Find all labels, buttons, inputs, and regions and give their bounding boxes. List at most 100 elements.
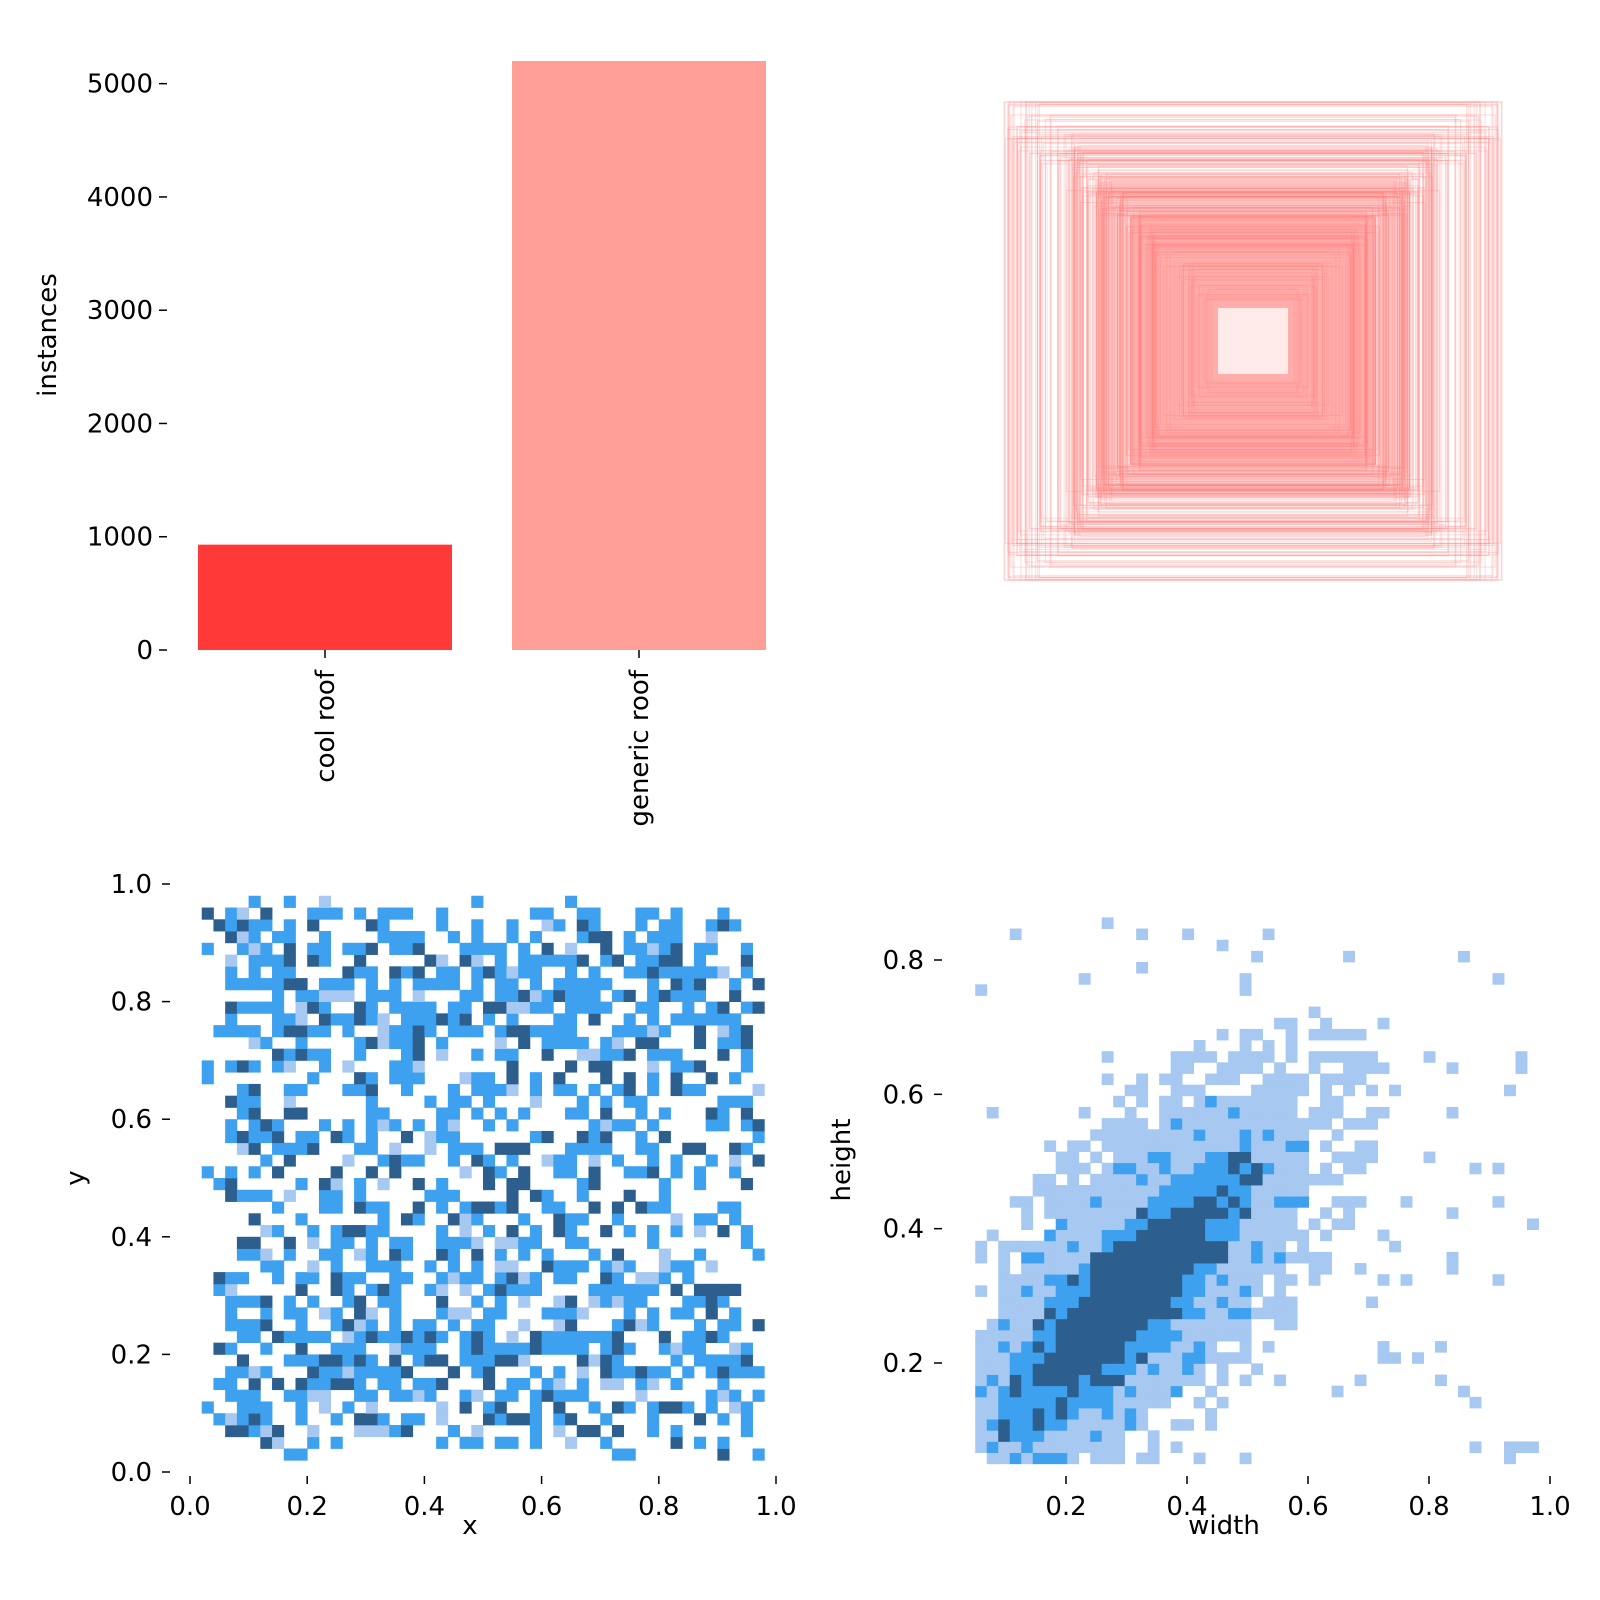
wh-histogram-cell	[1078, 1419, 1091, 1431]
wh-histogram-cell	[1067, 1352, 1080, 1364]
wh-histogram-cell	[1055, 1385, 1068, 1398]
box-outline	[1031, 101, 1475, 581]
wh-histogram-cell	[1170, 1073, 1183, 1086]
xy-histogram-cell	[471, 919, 484, 932]
xy-histogram-cell	[729, 978, 742, 991]
wh-histogram-cell	[1262, 1140, 1275, 1152]
wh-histogram-cell	[1320, 1073, 1332, 1086]
box-outline	[1119, 194, 1387, 488]
xy-histogram-cell	[611, 1036, 625, 1050]
wh-histogram-cell	[1170, 1218, 1183, 1231]
wh-histogram-cell	[1389, 1240, 1401, 1253]
wh-histogram-cell	[1136, 1151, 1149, 1164]
xy-histogram-cell	[225, 1389, 238, 1402]
wh-histogram-cell	[1032, 1296, 1045, 1309]
xy-histogram-cell	[693, 1013, 707, 1026]
xy-histogram-cell	[471, 931, 484, 944]
box-outline	[1115, 197, 1391, 485]
xy-histogram-cell	[248, 1319, 261, 1332]
xy-histogram-cell	[541, 1025, 554, 1038]
wh-histogram-cell	[1446, 1263, 1459, 1275]
wh-histogram-cell	[1193, 1218, 1206, 1231]
wh-histogram-cell	[1078, 1318, 1091, 1331]
wh-histogram-cell	[1182, 1274, 1195, 1286]
wh-histogram-cell	[1366, 1106, 1378, 1119]
xy-histogram-cell	[318, 1025, 332, 1038]
xy-histogram-cell	[705, 919, 718, 932]
wh-histogram-cell	[1262, 1207, 1275, 1219]
xy-histogram-cell	[705, 1119, 718, 1132]
xy-histogram-cell	[623, 1260, 636, 1273]
xy-histogram-cell	[318, 1013, 332, 1026]
wh-histogram-cell	[1469, 1441, 1482, 1454]
box-outline	[1113, 206, 1393, 476]
wh-histogram-cell	[1124, 1385, 1137, 1398]
xy-histogram-cell	[447, 1272, 460, 1285]
wh-histogram-cell	[1055, 1218, 1068, 1231]
wh-histogram-cell	[1021, 1318, 1034, 1331]
xy-histogram-cell	[647, 1036, 660, 1050]
box-outline	[1107, 195, 1399, 487]
xy-histogram-cell	[436, 1107, 449, 1120]
xy-histogram-cell	[693, 954, 707, 967]
box-outline	[1040, 135, 1466, 547]
xy-histogram-cell	[483, 1354, 496, 1367]
wh-histogram-cell	[1136, 1263, 1149, 1275]
box-outline	[1077, 158, 1429, 524]
xy-histogram-cell	[471, 1248, 484, 1261]
wh-histogram-cell	[1159, 1352, 1172, 1364]
box-outline	[1102, 193, 1404, 489]
xy-histogram-cell	[342, 966, 355, 979]
xy-histogram-cell	[611, 1354, 625, 1367]
xy-histogram-cell	[647, 1236, 660, 1249]
box-outline	[1097, 176, 1409, 506]
wh-histogram-cell	[1377, 1352, 1390, 1364]
wh-histogram-cell	[1193, 1452, 1206, 1465]
xy-histogram-cell	[494, 1354, 507, 1367]
xy-histogram-cell	[670, 1213, 683, 1226]
xy-histogram-cell	[553, 989, 566, 1002]
xy-histogram-cell	[600, 954, 613, 967]
xy-histogram-cell	[705, 1001, 718, 1014]
wh-histogram-cell	[998, 1341, 1011, 1353]
wh-histogram-cell	[998, 1329, 1011, 1342]
xy-histogram-cell	[705, 1107, 718, 1120]
xy-histogram-cell	[693, 1330, 707, 1344]
wh-histogram-cell	[975, 1374, 988, 1387]
xy-histogram-cell	[717, 1354, 730, 1367]
wh-histogram-cell	[1090, 1385, 1103, 1398]
xy-histogram-cell	[295, 1401, 308, 1414]
wh-histogram-cell	[1078, 1196, 1091, 1208]
xy-histogram-cell	[752, 1083, 765, 1097]
xy-histogram-cell	[483, 1377, 496, 1391]
wh-histogram-cell	[1136, 1173, 1149, 1186]
box-outline	[1073, 146, 1433, 536]
xy-histogram-cell	[658, 1330, 671, 1344]
xy-histogram-cell	[459, 1389, 472, 1402]
xy-histogram-cell	[377, 1178, 390, 1191]
xy-histogram-cell	[740, 1036, 753, 1050]
xy-histogram-cell	[471, 1366, 484, 1379]
xy-histogram-cell	[588, 1354, 601, 1367]
xy-histogram-cell	[541, 1036, 554, 1050]
wh-histogram-cell	[1021, 1307, 1034, 1320]
xy-histogram-cell	[342, 1354, 355, 1367]
wh-histogram-cell	[1147, 1329, 1160, 1342]
wh-histogram-cell	[1389, 1084, 1401, 1097]
xy-histogram-cell	[272, 1225, 285, 1238]
xy-histogram-cell	[272, 1201, 285, 1214]
xy-histogram-cell	[412, 966, 425, 979]
xy-histogram-cell	[494, 1248, 507, 1261]
box-outline	[1067, 158, 1439, 524]
box-outline	[1028, 152, 1478, 530]
wh-histogram-cell	[1136, 1374, 1149, 1387]
wh-histogram-cell	[1182, 1285, 1195, 1297]
xy-histogram-cell	[272, 1025, 285, 1038]
box-outline	[1020, 101, 1486, 581]
wh-histogram-cell	[975, 1352, 988, 1364]
xy-histogram-cell	[541, 1389, 554, 1402]
wh-histogram-cell	[1320, 1140, 1332, 1152]
xy-histogram-cell	[611, 1248, 625, 1261]
xy-histogram-cell	[600, 1260, 613, 1273]
xy-histogram-cell	[494, 989, 507, 1002]
